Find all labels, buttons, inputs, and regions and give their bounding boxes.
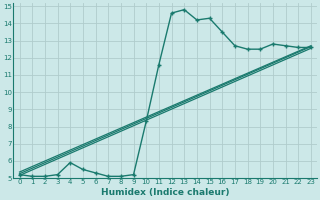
X-axis label: Humidex (Indice chaleur): Humidex (Indice chaleur): [101, 188, 229, 197]
